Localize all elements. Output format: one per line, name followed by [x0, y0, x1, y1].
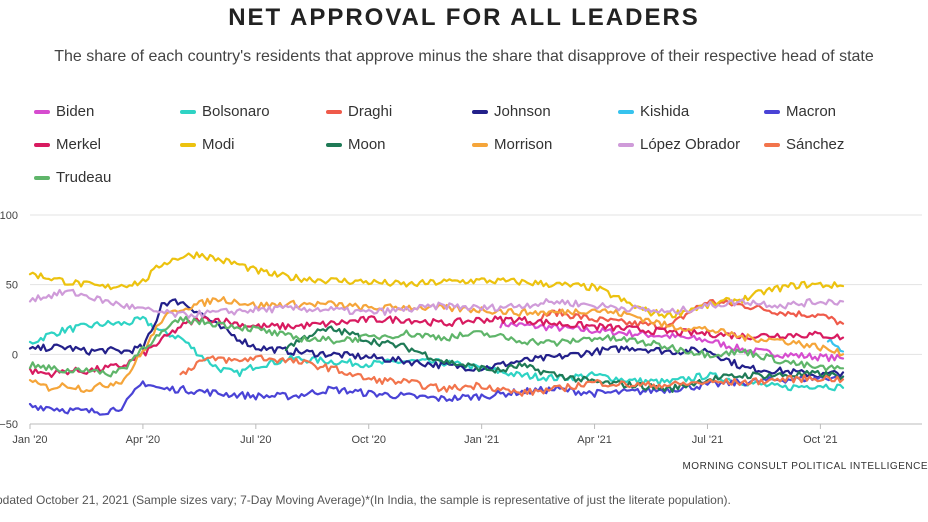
- legend-label: Sánchez: [786, 136, 845, 153]
- legend-label: Macron: [786, 103, 837, 120]
- footnote: pdated October 21, 2021 (Sample sizes va…: [0, 493, 731, 507]
- legend-item[interactable]: Johnson: [472, 103, 551, 120]
- legend-swatch: [34, 142, 50, 147]
- series-line-moon[interactable]: [284, 325, 845, 393]
- legend-swatch: [764, 142, 780, 147]
- legend-item[interactable]: Merkel: [34, 136, 101, 153]
- chart-subtitle: The share of each country's residents th…: [54, 48, 874, 65]
- legend-label: Moon: [348, 136, 386, 153]
- legend-swatch: [34, 175, 50, 180]
- legend-label: Bolsonaro: [202, 103, 270, 120]
- series-lines: [28, 251, 845, 416]
- series-line-kishida[interactable]: [826, 338, 845, 353]
- x-tick-label: Apr '20: [126, 434, 161, 446]
- legend-swatch: [764, 109, 780, 114]
- series-line-s-nchez[interactable]: [179, 354, 845, 397]
- legend-item[interactable]: Morrison: [472, 136, 552, 153]
- legend-item[interactable]: Kishida: [618, 103, 689, 120]
- legend-label: Modi: [202, 136, 235, 153]
- legend-item[interactable]: Bolsonaro: [180, 103, 270, 120]
- source-credit: MORNING CONSULT POLITICAL INTELLIGENCE: [682, 461, 928, 472]
- y-tick-label: 0: [12, 349, 18, 361]
- x-tick-label: Jan '21: [464, 434, 499, 446]
- legend-swatch: [34, 109, 50, 114]
- legend-item[interactable]: Moon: [326, 136, 386, 153]
- legend-label: Merkel: [56, 136, 102, 153]
- legend-label: Johnson: [494, 103, 551, 120]
- legend-label: Trudeau: [56, 169, 112, 186]
- series-line-biden[interactable]: [499, 319, 845, 363]
- legend-swatch: [618, 142, 634, 147]
- legend-label: Morrison: [494, 136, 553, 153]
- legend-swatch: [472, 142, 488, 147]
- legend-swatch: [180, 142, 196, 147]
- legend-swatch: [326, 109, 342, 114]
- legend-item[interactable]: Biden: [34, 103, 94, 120]
- legend-item[interactable]: Draghi: [326, 103, 392, 120]
- legend-swatch: [618, 109, 634, 114]
- gridlines: [30, 214, 922, 425]
- legend-label: López Obrador: [640, 136, 741, 153]
- legend-item[interactable]: Modi: [180, 136, 235, 153]
- series-line-trudeau[interactable]: [28, 315, 845, 378]
- legend-swatch: [472, 109, 488, 114]
- x-axis-ticks: Jan '20 Apr '20 Jul '20 Oct '20 Jan '21 Apr '…: [12, 424, 838, 446]
- legend-item[interactable]: López Obrador: [618, 136, 740, 153]
- series-line-macron[interactable]: [28, 374, 845, 416]
- x-tick-label: Oct '21: [803, 434, 838, 446]
- y-axis-ticks: 100 50 0 −50: [0, 210, 18, 431]
- y-tick-label: 100: [0, 210, 18, 222]
- legend-swatch: [326, 142, 342, 147]
- x-tick-label: Jul '21: [692, 434, 723, 446]
- series-line-merkel[interactable]: [28, 315, 845, 378]
- y-tick-label: −50: [0, 419, 18, 431]
- legend-item[interactable]: Trudeau: [34, 169, 111, 186]
- x-tick-label: Jul '20: [240, 434, 271, 446]
- legend-swatch: [180, 109, 196, 114]
- legend-item[interactable]: Sánchez: [764, 136, 844, 153]
- y-tick-label: 50: [6, 280, 18, 292]
- x-tick-label: Apr '21: [577, 434, 612, 446]
- legend-label: Draghi: [348, 103, 393, 120]
- legend-label: Kishida: [640, 103, 690, 120]
- legend-item[interactable]: Macron: [764, 103, 836, 120]
- series-line-johnson[interactable]: [28, 298, 845, 379]
- chart-title: NET APPROVAL FOR ALL LEADERS: [228, 4, 700, 31]
- legend-label: Biden: [56, 103, 95, 120]
- series-line-l-pez-obrador[interactable]: [28, 288, 845, 319]
- x-tick-label: Jan '20: [12, 434, 47, 446]
- x-tick-label: Oct '20: [351, 434, 386, 446]
